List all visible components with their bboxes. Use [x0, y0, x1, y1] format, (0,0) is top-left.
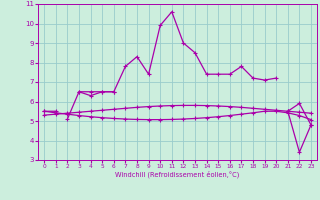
X-axis label: Windchill (Refroidissement éolien,°C): Windchill (Refroidissement éolien,°C) [116, 171, 240, 178]
